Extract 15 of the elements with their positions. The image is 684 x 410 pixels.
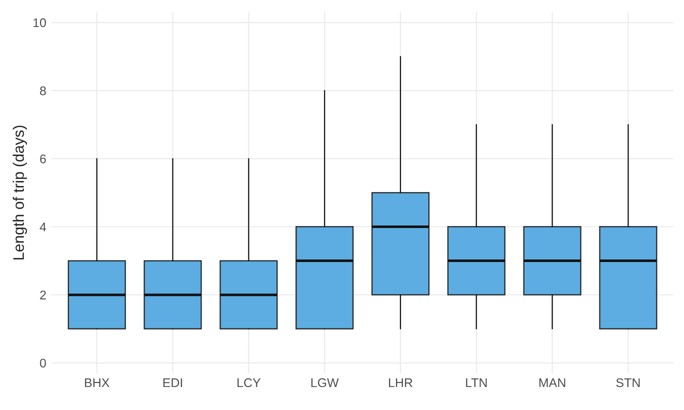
y-tick-label: 0	[40, 358, 46, 368]
x-tick-label: LTN	[466, 378, 487, 388]
x-tick-label: LCY	[238, 378, 261, 388]
y-axis-title: Length of trip (days)	[12, 126, 27, 260]
y-tick-label: 4	[40, 222, 46, 232]
x-tick-label: MAN	[539, 378, 566, 388]
x-tick-label: BHX	[85, 378, 110, 388]
y-tick-label: 10	[33, 18, 46, 28]
x-tick-label: LHR	[388, 378, 412, 388]
y-tick-label: 6	[40, 154, 46, 164]
x-tick-label: LGW	[311, 378, 339, 388]
x-tick-label: STN	[616, 378, 640, 388]
y-tick-label: 8	[40, 86, 46, 96]
y-tick-label: 2	[40, 290, 46, 300]
x-tick-label: EDI	[163, 378, 182, 388]
